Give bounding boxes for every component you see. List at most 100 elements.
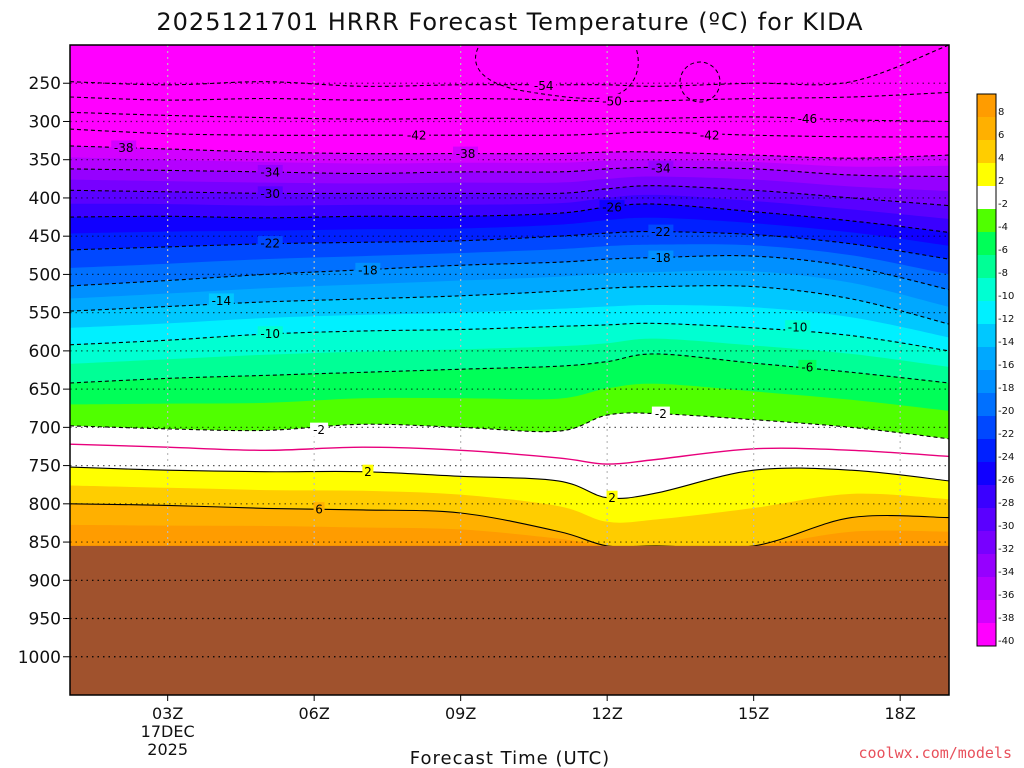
x-tick-label: 03Z	[152, 704, 183, 723]
y-tick-label: 700	[29, 418, 61, 438]
y-tick-label: 800	[29, 495, 61, 515]
contour-label: -50	[602, 94, 622, 108]
y-tick-label: 900	[29, 571, 61, 591]
freezing-line	[70, 443, 949, 465]
colorbar-tick-label: -12	[998, 314, 1014, 325]
y-tick-label: 950	[29, 610, 61, 630]
plot-frame	[69, 44, 950, 696]
colorbar-tick-label: 8	[998, 107, 1004, 118]
x-axis-label: Forecast Time (UTC)	[410, 748, 610, 768]
contour-label-bg-16	[257, 326, 283, 341]
contour-label: -34	[651, 162, 671, 176]
contour-line-2	[70, 466, 949, 500]
colorbar-swatch	[977, 255, 996, 279]
y-tick-label: 850	[29, 533, 61, 553]
colorbar-swatch	[977, 278, 996, 302]
colorbar-tick-label: -32	[998, 544, 1014, 555]
colorbar-swatch	[977, 370, 996, 394]
colorbar-swatch	[977, 140, 996, 164]
contour-label: -34	[260, 165, 280, 179]
colorbar-tick-label: -26	[998, 475, 1014, 486]
colorbar-swatch	[977, 163, 996, 187]
x-tick-label: 06Z	[299, 704, 330, 723]
contour-label-bg-6	[453, 146, 479, 161]
contour-label-bg-19	[310, 422, 329, 437]
contour-label-bg-8	[648, 161, 674, 176]
colorbar-swatch	[977, 347, 996, 371]
contour-label-bg-5	[111, 140, 137, 155]
contour-label-bg-0	[531, 78, 557, 93]
contour-label: -18	[651, 251, 671, 265]
colorbar-swatch	[977, 600, 996, 624]
contour-label-bg-11	[257, 236, 283, 251]
colorbar-tick-label: -2	[998, 199, 1008, 210]
colorbar-tick-label: -22	[998, 429, 1014, 440]
colorbar-swatch	[977, 324, 996, 348]
y-tick-label: 250	[29, 74, 61, 94]
colorbar-tick-label: -6	[998, 245, 1008, 256]
colorbar-swatch	[977, 531, 996, 555]
y-tick-label: 750	[29, 457, 61, 477]
contour-line--2	[70, 412, 949, 440]
contour-label: -30	[260, 187, 280, 201]
x-tick-label: 12Z	[592, 704, 623, 723]
plot-area: -54-50-46-42 -42-38 -38-34 -34-30-26-22-22-…	[70, 45, 949, 695]
contour-label: 6	[315, 503, 323, 517]
contour-label: -46	[798, 112, 818, 126]
contour-label-bg-2	[794, 111, 820, 126]
contour-label: -54	[534, 79, 554, 93]
contour-label-bg-15	[208, 293, 234, 308]
colorbar-swatch	[977, 485, 996, 509]
contour-upper-cell	[475, 47, 639, 99]
contour-label-bg-17	[785, 320, 811, 335]
contour-label-bg-23	[313, 502, 325, 517]
contour-label-bg-4	[697, 128, 723, 143]
contour-label-bg-18	[798, 359, 817, 374]
x-date-label: 2025	[147, 740, 188, 759]
colorbar-tick-label: -38	[998, 613, 1014, 624]
contour-label: -14	[212, 294, 232, 308]
colorbar-swatch	[977, 232, 996, 256]
y-tick-label: 550	[29, 304, 61, 324]
contour-label: -38	[456, 147, 476, 161]
contour-label-bg-14	[648, 250, 674, 265]
y-axis: 250 300 350 400 450 500 550 600 650 700 750 800 850 9…	[18, 74, 70, 668]
colorbar-swatch	[977, 393, 996, 417]
colorbar-tick-label: -20	[998, 406, 1014, 417]
colorbar-swatch	[977, 554, 996, 578]
contour-upper-ring	[679, 61, 721, 103]
contour-label-bg-21	[362, 464, 374, 479]
contour-label: -26	[602, 201, 622, 215]
colorbar-tick-label: -14	[998, 337, 1014, 348]
y-tick-label: 400	[29, 189, 61, 209]
colorbar-tick-label: -10	[998, 291, 1014, 302]
contour-label-bg-10	[599, 200, 625, 215]
colorbar-swatch	[977, 508, 996, 532]
colorbar-swatch	[977, 462, 996, 486]
colorbar-tick-label: -16	[998, 360, 1014, 371]
y-tick-label: 450	[29, 227, 61, 247]
contour-label: -2	[655, 407, 667, 421]
y-tick-label: 500	[29, 265, 61, 285]
colorbar-swatch	[977, 186, 996, 210]
contour-label: -2	[313, 423, 325, 437]
contour-label-bg-12	[648, 224, 674, 239]
x-tick-label: 09Z	[445, 704, 476, 723]
terrain-fill	[70, 545, 949, 695]
colorbar-swatch	[977, 439, 996, 463]
contour-label: -6	[801, 360, 813, 374]
colorbar-swatch	[977, 623, 996, 647]
colorbar-swatch	[977, 416, 996, 440]
colorbar-tick-label: -4	[998, 222, 1008, 233]
colorbar-tick-label: 6	[998, 130, 1004, 141]
colorbar-swatch	[977, 209, 996, 233]
x-tick-label: 15Z	[738, 704, 769, 723]
contour-label: -10	[788, 321, 808, 335]
contour-label: -42	[407, 129, 427, 143]
x-tick-label: 18Z	[885, 704, 916, 723]
colorbar-tick-label: -40	[998, 636, 1014, 647]
contour-label: -38	[114, 141, 134, 155]
contour-label: -42	[700, 129, 720, 143]
